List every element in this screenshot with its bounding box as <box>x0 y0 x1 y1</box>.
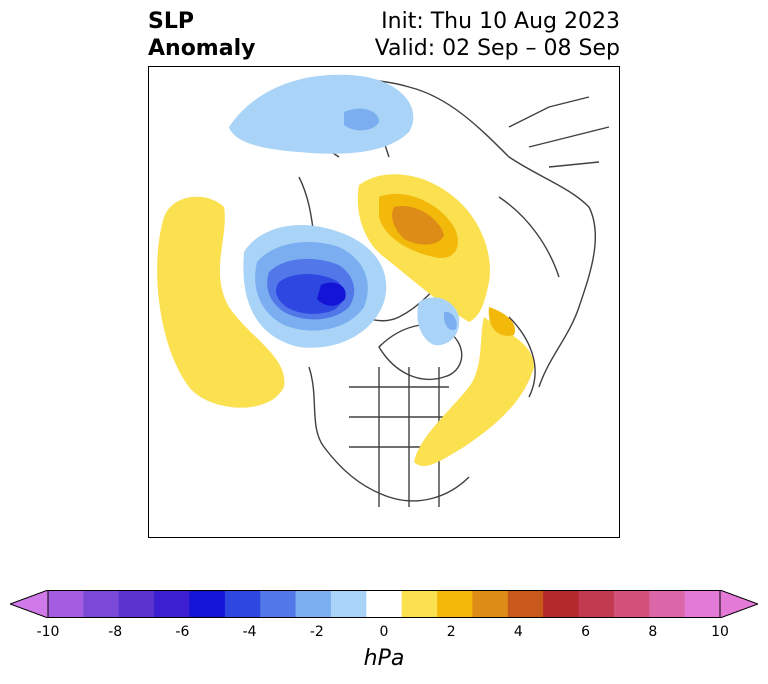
colorbar-tick-label: 8 <box>648 624 658 640</box>
colorbar-cell <box>472 590 509 618</box>
colorbar-cell <box>118 590 155 618</box>
title-field: Anomaly <box>148 36 256 61</box>
init-date: Init: Thu 10 Aug 2023 <box>381 9 620 34</box>
colorbar-tick-label: 4 <box>513 624 523 640</box>
colorbar-tick-label: -6 <box>175 624 190 640</box>
colorbar-cell <box>189 590 226 618</box>
valid-range: Valid: 02 Sep – 08 Sep <box>374 36 620 61</box>
colorbar-cell <box>437 590 473 618</box>
colorbar-tick-label: -4 <box>242 624 257 640</box>
slp-anomaly-map <box>148 66 620 538</box>
colorbar-cell <box>48 590 84 618</box>
colorbar-cell <box>543 590 580 618</box>
colorbar-unit-label: hPa <box>363 646 405 671</box>
colorbar-tick-label: 10 <box>711 624 729 640</box>
colorbar-cell <box>330 590 367 618</box>
colorbar-cell <box>224 590 261 618</box>
colorbar-cell <box>578 590 615 618</box>
title-variable: SLP <box>148 9 194 34</box>
colorbar-cell <box>507 590 544 618</box>
colorbar-cell <box>260 590 297 618</box>
colorbar-cell <box>295 590 332 618</box>
colorbar <box>10 590 758 618</box>
colorbar-cell <box>154 590 190 618</box>
map-title-right: Init: Thu 10 Aug 2023 Valid: 02 Sep – 08… <box>375 8 620 62</box>
map-title-left: SLP Anomaly <box>148 8 255 62</box>
anomaly-contours <box>157 74 534 467</box>
colorbar-tick-label: -2 <box>309 624 324 640</box>
colorbar-cell <box>401 590 438 618</box>
colorbar-tick-label: 2 <box>446 624 456 640</box>
colorbar-extend-high <box>719 590 758 618</box>
colorbar-cell <box>613 590 650 618</box>
colorbar-tick-label: -8 <box>108 624 123 640</box>
colorbar-cell <box>684 590 721 618</box>
colorbar-extend-low <box>10 590 49 618</box>
colorbar-cell <box>83 590 120 618</box>
colorbar-cell <box>649 590 686 618</box>
colorbar-tick-label: 0 <box>379 624 389 640</box>
colorbar-cell <box>366 590 403 618</box>
colorbar-tick-label: -10 <box>36 624 60 640</box>
colorbar-tick-label: 6 <box>581 624 591 640</box>
colorbar-ticks: -10 -8 -6 -4 -2 0 2 4 6 8 10 <box>0 624 768 644</box>
